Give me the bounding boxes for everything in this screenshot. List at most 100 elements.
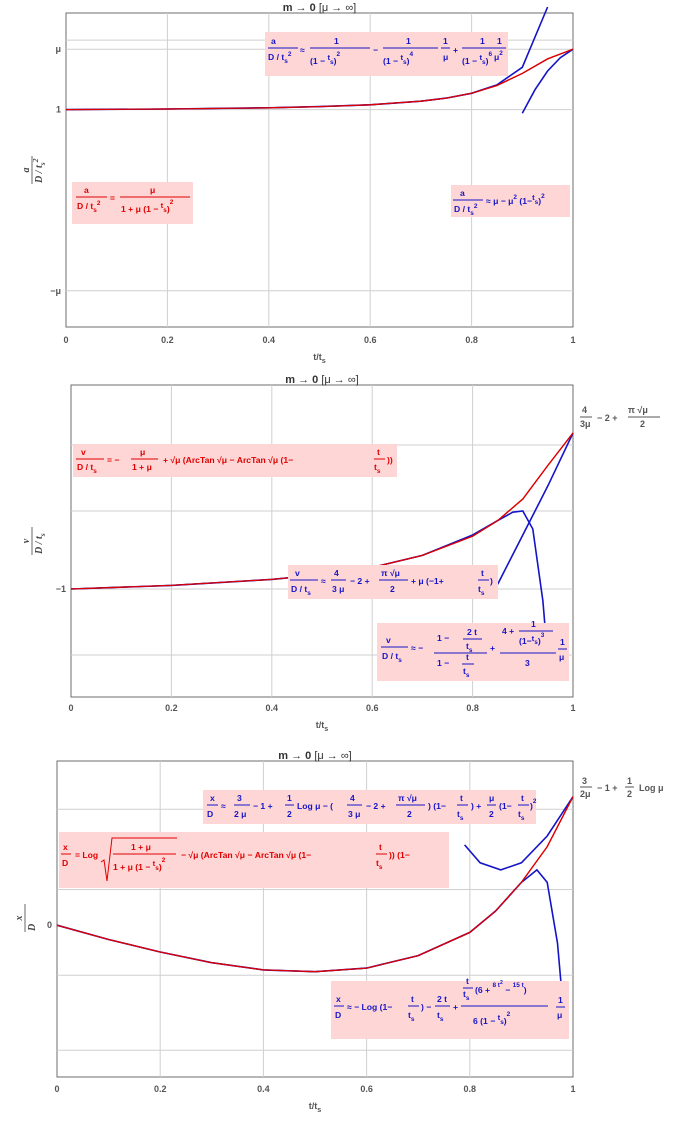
formula-token: ≈ μ − μ	[486, 196, 513, 206]
formula-token: s	[377, 468, 381, 475]
f-op: ) +	[471, 801, 481, 811]
f-n2c: (1−ts)3	[519, 632, 545, 646]
f-op: )) (1−	[389, 850, 410, 860]
formula-token: t	[161, 201, 164, 210]
f-t: t	[460, 793, 463, 803]
exact-curve-top	[65, 48, 574, 111]
y-tick-label: 1	[56, 105, 61, 115]
formula-token: s	[403, 59, 407, 66]
f-n1: μ	[140, 447, 145, 457]
formula-token: t	[400, 53, 403, 62]
f-num: v	[386, 635, 391, 645]
f-d4: μ	[557, 1010, 562, 1020]
x-tick-label: 0.6	[364, 335, 377, 345]
f-op: = Log	[75, 850, 98, 860]
formula-token: D / t	[77, 462, 93, 472]
formula-box-bg	[288, 565, 498, 599]
formula-token: t	[463, 666, 466, 676]
x-axis-label: t/ts	[316, 720, 329, 733]
title-sub: [μ → ∞]	[314, 750, 351, 762]
f-n2: 1	[406, 36, 411, 46]
edge-mid: − 1 +	[597, 783, 618, 793]
formula-token: 6 (1 −	[473, 1016, 498, 1026]
approx-curve-2	[463, 796, 574, 871]
x-label-s: s	[317, 1105, 321, 1114]
y-tick-label: μ	[55, 44, 61, 54]
y-tick-label: −1	[56, 584, 66, 594]
formula-token: s	[38, 533, 47, 537]
f-den: D / ts	[382, 651, 402, 664]
y-label-numerator: a	[21, 168, 32, 173]
formula-token: t	[532, 634, 535, 643]
f-n3c: (6 + 8 t2 − 15 t)	[475, 980, 527, 995]
f-d1a: 1 −	[437, 658, 449, 668]
f-op: = −	[107, 455, 119, 465]
f-op: (1−	[499, 801, 512, 811]
formula-token: t	[153, 859, 156, 868]
formula-box-bg	[59, 832, 449, 888]
formula-token: 2	[499, 50, 503, 57]
f-den: D	[335, 1010, 341, 1020]
formula-token: s	[284, 58, 288, 65]
formula-token: s	[521, 815, 525, 822]
f-body: + √μ (ArcTan √μ − ArcTan √μ (1−	[163, 455, 293, 465]
formula-box-p3-series: xD≈ − Log (1−tts) −2 tts+tts(6 + 8 t2 − …	[331, 976, 569, 1039]
x-tick-label: 0.8	[465, 335, 478, 345]
f-d2: 3	[525, 658, 530, 668]
formula-token: (1−	[517, 196, 532, 206]
title-sub: [μ → ∞]	[319, 2, 356, 14]
formula-box-bg	[203, 790, 536, 824]
f-n5: 1	[497, 36, 502, 46]
formula-token: )	[167, 204, 170, 214]
f-num: v	[81, 447, 86, 457]
f-close: ))	[387, 455, 393, 465]
f-num: a	[84, 185, 89, 195]
formula-token: s	[470, 210, 474, 217]
formula-token: )	[524, 985, 527, 995]
f-op: ) −	[421, 1002, 431, 1012]
formula-box-bg	[331, 981, 569, 1039]
formula-token: 4	[409, 51, 413, 58]
formula-token: s	[481, 590, 485, 597]
edge-log: Log μ	[639, 783, 664, 793]
chart-title: m → 0 [μ → ∞]	[283, 2, 356, 14]
f-d1b: t	[466, 652, 469, 662]
formula-token: )	[334, 56, 337, 66]
f-ts: ts	[457, 809, 464, 822]
formula-token: μ	[494, 52, 499, 62]
formula-box-p1-exact: aD / ts2=μ1 + μ (1 − ts)2	[72, 182, 193, 224]
x-axis-label: t/ts	[309, 1101, 322, 1114]
f-op: ) (1−	[428, 801, 446, 811]
f-d4: 2	[407, 809, 412, 819]
f-den: D	[207, 809, 213, 819]
f-num: a	[460, 188, 465, 198]
formula-token: )	[538, 196, 541, 206]
f-op: −	[373, 45, 378, 55]
formula-token: 1 + μ (1 −	[113, 862, 153, 872]
formula-token: 3	[541, 632, 545, 639]
exact-curve-top	[70, 432, 574, 590]
x-label-t: t/t	[313, 352, 322, 362]
x-tick-label: 0.2	[165, 703, 178, 713]
formula-token: (1 −	[383, 56, 400, 66]
f-d4: (1 − ts)6	[462, 51, 492, 66]
formula-token: s	[163, 207, 167, 214]
formula-token: s	[460, 815, 464, 822]
formula-token: D / t	[34, 164, 45, 184]
f-num: v	[295, 568, 300, 578]
edge-num: 4	[582, 405, 587, 415]
f-d3: μ	[559, 652, 564, 662]
formula-token: 2	[541, 193, 545, 200]
x-tick-label: 0.2	[154, 1084, 167, 1094]
formula-token: )	[504, 1016, 507, 1026]
f-op: ≈ −	[411, 643, 423, 653]
edge-num2: π √μ	[628, 405, 648, 415]
formula-box-bg	[377, 623, 569, 681]
formula-token: )	[407, 56, 410, 66]
formula-token: s	[466, 672, 470, 679]
f-op: =	[110, 193, 115, 203]
formula-token: 2	[170, 199, 174, 206]
formula-box-p2-exact: vD / ts= −μ1 + μ+ √μ (ArcTan √μ − ArcTan…	[73, 444, 397, 477]
